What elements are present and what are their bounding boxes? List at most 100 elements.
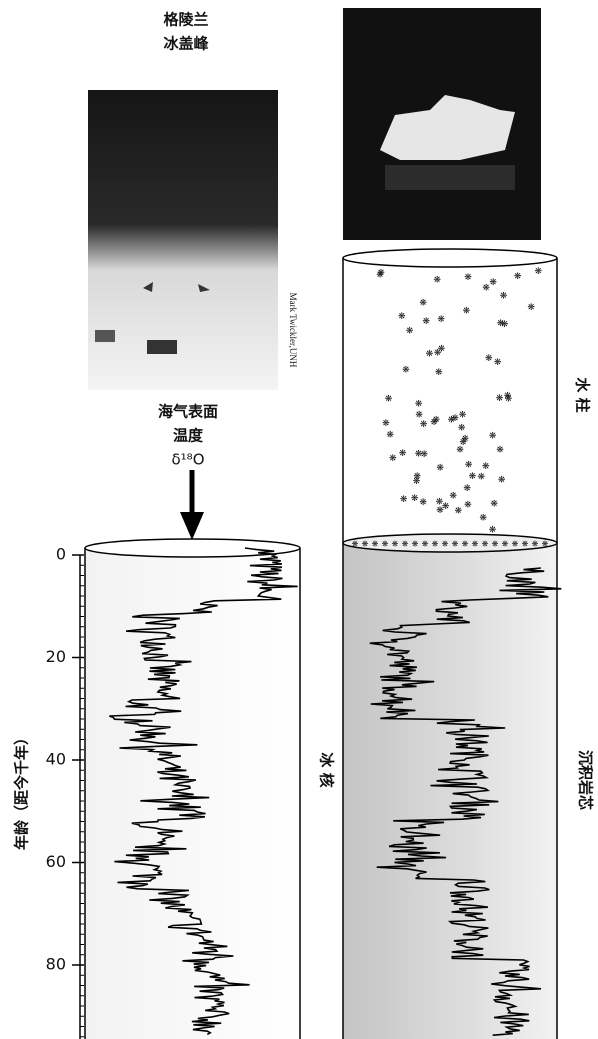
particle: ❋: [372, 540, 379, 549]
title-line: 冰盖峰: [163, 35, 209, 53]
particle: ❋: [411, 494, 419, 504]
particle: ❋: [489, 526, 497, 536]
particle: ❋: [465, 460, 473, 470]
photo-credit: Mark Twickler,UNH: [288, 293, 298, 368]
particle: ❋: [505, 395, 513, 405]
particle: ❋: [422, 540, 429, 549]
y-tick-label: 60: [46, 852, 66, 871]
sediment-core-top: [342, 533, 558, 553]
particle: ❋: [422, 317, 430, 327]
y-tick-label: 80: [46, 955, 66, 974]
water-column-label: 水 柱: [574, 377, 592, 412]
particle: ❋: [451, 414, 459, 424]
water-column-top: [342, 248, 558, 268]
particle: ❋: [362, 540, 369, 549]
measurement-line: 温度: [173, 427, 204, 445]
y-tick-label: 40: [46, 750, 66, 769]
particle: ❋: [415, 399, 423, 409]
particle: ❋: [382, 540, 389, 549]
particle: ❋: [463, 306, 471, 316]
particle: ❋: [456, 446, 464, 456]
particle: ❋: [433, 276, 441, 286]
particle: ❋: [420, 420, 428, 430]
particle: ❋: [436, 464, 444, 474]
arrow-head: [180, 512, 204, 540]
title-line: 格陵兰: [163, 11, 208, 29]
particle: ❋: [432, 540, 439, 549]
particle: ❋: [501, 320, 509, 330]
particle: ❋: [402, 540, 409, 549]
photo-detail: [198, 284, 210, 292]
particle: ❋: [389, 454, 397, 464]
particle: ❋: [472, 540, 479, 549]
particle: ❋: [426, 349, 434, 359]
particle: ❋: [438, 344, 446, 354]
particle: ❋: [500, 292, 508, 302]
particle: ❋: [452, 540, 459, 549]
particle: ❋: [436, 497, 444, 507]
particle: ❋: [402, 366, 410, 376]
sediment-core-body: [343, 543, 557, 1039]
particle: ❋: [492, 540, 499, 549]
particle: ❋: [398, 312, 406, 322]
particle: ❋: [489, 432, 497, 442]
particle: ❋: [485, 354, 493, 364]
axis-ticks: 0 20 40 60 80: [46, 545, 84, 1038]
y-tick-label: 0: [56, 545, 66, 564]
particle: ❋: [352, 540, 359, 549]
particle: ❋: [392, 540, 399, 549]
particle: ❋: [462, 540, 469, 549]
particle: ❋: [415, 410, 423, 420]
particle: ❋: [459, 438, 467, 448]
particle: ❋: [448, 416, 456, 426]
measurement-line: δ¹⁸O: [171, 451, 204, 469]
particle: ❋: [412, 540, 419, 549]
photo-detail: [95, 330, 115, 342]
particle: ❋: [442, 502, 450, 512]
particle: ❋: [435, 368, 443, 378]
measurement-line: 海气表面: [158, 403, 218, 421]
particle: ❋: [464, 273, 472, 283]
particle: ❋: [490, 500, 498, 510]
photo-detail: [143, 282, 153, 292]
particle: ❋: [496, 446, 504, 456]
particle: ❋: [400, 495, 408, 505]
particle: ❋: [376, 270, 384, 280]
particle: ❋: [458, 424, 466, 434]
particle: ❋: [482, 540, 489, 549]
particle: ❋: [464, 501, 472, 511]
particle: ❋: [420, 450, 428, 460]
particles: ❋❋❋❋❋❋❋❋❋❋❋❋❋❋❋❋❋❋❋❋❋❋❋❋❋❋❋❋❋❋❋❋❋❋❋❋❋❋❋❋…: [352, 267, 549, 549]
ice-core-trace: [109, 547, 298, 1036]
particle: ❋: [382, 419, 390, 429]
particle: ❋: [459, 411, 467, 421]
particle: ❋: [489, 278, 497, 288]
particle: ❋: [419, 498, 427, 508]
particle: ❋: [542, 540, 549, 549]
particle: ❋: [430, 418, 438, 428]
particle: ❋: [494, 358, 502, 368]
particle: ❋: [437, 315, 445, 325]
particle: ❋: [436, 506, 444, 516]
particle: ❋: [504, 392, 512, 402]
particle: ❋: [502, 540, 509, 549]
particle: ❋: [385, 394, 393, 404]
y-tick-label: 20: [46, 647, 66, 666]
sediment-core-label: 沉积岩芯: [577, 750, 595, 810]
particle: ❋: [419, 299, 427, 309]
particle: ❋: [413, 477, 421, 487]
particle: ❋: [434, 348, 442, 358]
particle: ❋: [377, 268, 385, 278]
particle: ❋: [455, 507, 463, 517]
particle: ❋: [496, 394, 504, 404]
sediment-core-trace: [369, 567, 562, 1036]
particle: ❋: [386, 431, 394, 441]
particle: ❋: [463, 484, 471, 494]
particle: ❋: [497, 319, 505, 329]
particle: ❋: [498, 476, 506, 486]
water-column-body: [343, 258, 557, 543]
photo-detail: [385, 165, 515, 190]
particle: ❋: [527, 303, 535, 313]
particle: ❋: [399, 449, 407, 459]
